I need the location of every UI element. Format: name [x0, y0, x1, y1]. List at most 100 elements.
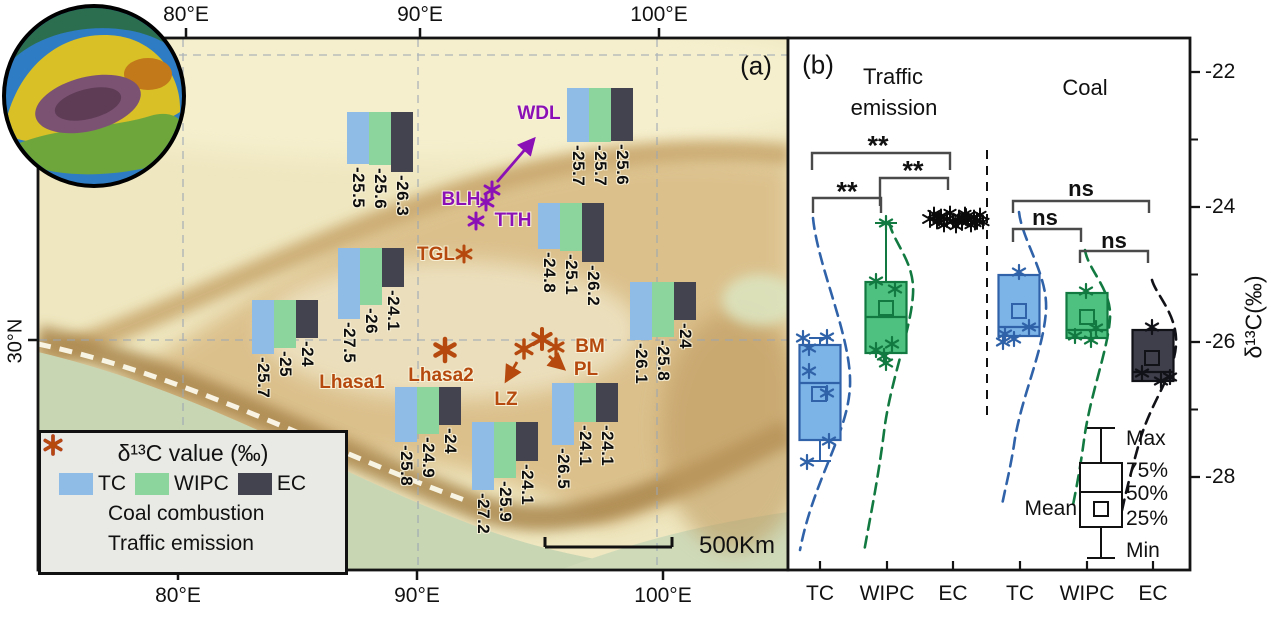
group-title-traffic-line1: Traffic — [863, 64, 923, 89]
map-bar-value: -25.7 — [591, 145, 610, 187]
boxplot-legend-label-75%: 75% — [1126, 459, 1169, 482]
data-point-asterisk — [799, 453, 815, 471]
map-bar-value: -25 — [276, 350, 295, 377]
data-point-asterisk — [878, 214, 894, 232]
boxplot-legend — [1079, 427, 1123, 559]
site-arrow — [495, 136, 536, 183]
x-category-label-0: TC — [806, 582, 834, 605]
map-legend: δ¹³C value (‰) TC WIPC EC Coal combustio… — [38, 430, 348, 575]
map-bar-value: -24.1 — [384, 289, 403, 332]
map-bar-ec — [296, 300, 318, 338]
data-point-asterisk — [1083, 331, 1099, 349]
significance-bracket — [1011, 199, 1151, 213]
map-bar-tc — [395, 387, 417, 443]
significance-label-2: ** — [867, 130, 889, 161]
legend-title: δ¹³C value (‰) — [117, 440, 269, 466]
map-bar-wipc — [369, 112, 391, 166]
data-point-asterisk — [819, 384, 835, 402]
map-top-tick-label-2: 100°E — [630, 3, 688, 26]
mean-square — [1011, 303, 1027, 319]
boxplot-tc — [995, 263, 1041, 351]
snow-ridge — [39, 341, 471, 505]
latitude-tick-label: 30°N — [4, 318, 27, 364]
significance-label-4: ns — [1032, 205, 1058, 230]
data-point-asterisk — [887, 280, 903, 298]
boxplot-legend-label-Min: Min — [1126, 539, 1160, 562]
boxplot-wipc — [864, 214, 908, 372]
y-tick-label--24: -24 — [1205, 195, 1236, 218]
site-label-blh: BLH — [441, 189, 481, 210]
map-bar-tc — [630, 282, 652, 340]
coal-combustion-site-star — [483, 180, 501, 200]
legend-label-wipc: WIPC — [174, 472, 229, 495]
distribution-curve-tc — [1000, 210, 1048, 507]
site-label-tgl: TGL — [417, 244, 455, 265]
boxplot-wipc — [1065, 282, 1109, 349]
data-point-asterisk — [1021, 318, 1037, 336]
x-category-label-3: TC — [1006, 582, 1034, 605]
map-top-tick-label-1: 90°E — [397, 3, 443, 26]
traffic-emission-site-star — [514, 338, 534, 360]
map-bar-value: -24 — [298, 341, 317, 368]
significance-bracket — [810, 151, 952, 170]
legend-traffic-row: Traffic emission — [41, 434, 345, 556]
significance-bracket — [1011, 227, 1083, 242]
panel-b-label: (b) — [802, 49, 834, 80]
legend-label-coal-combustion: Coal combustion — [108, 502, 265, 525]
map-bottom-tick-label-2: 100°E — [634, 584, 692, 607]
map-bar-tc — [472, 422, 494, 491]
data-point-asterisk — [1134, 364, 1150, 382]
traffic-emission-star-icon — [43, 434, 99, 556]
data-point-asterisk — [1006, 330, 1022, 348]
map-bar-value: -26.1 — [632, 342, 651, 385]
map-bar-value: -25.1 — [562, 254, 581, 296]
y-axis-title: δ¹³C(‰) — [1240, 275, 1267, 359]
map-bar-value: -25.7 — [569, 145, 588, 187]
data-point-asterisk — [968, 215, 982, 231]
data-point-asterisk — [1162, 368, 1178, 386]
map-bar-value: -27.2 — [474, 493, 493, 535]
map-bar-ec — [596, 383, 618, 422]
site-arrow — [546, 351, 567, 371]
site-label-bm: BM — [575, 336, 605, 357]
mean-square — [878, 300, 894, 316]
traffic-emission-site-star — [547, 337, 565, 357]
boxplot-ec — [1131, 318, 1178, 390]
data-point-asterisk — [801, 339, 817, 357]
site-arrow — [504, 361, 522, 384]
map-bar-wipc — [589, 88, 611, 143]
significance-label-5: ns — [1101, 228, 1127, 253]
map-bar-value: -25.8 — [654, 340, 673, 382]
legend-label-ec: EC — [276, 472, 307, 495]
map-top-tick-label-0: 80°E — [163, 3, 209, 26]
map-bar-ec — [391, 112, 413, 172]
x-category-label-5: EC — [1138, 582, 1168, 605]
boxplot-legend-label-50%: 50% — [1126, 482, 1169, 505]
significance-label-1: ** — [902, 155, 924, 186]
map-bar-value: -25.7 — [254, 357, 273, 399]
data-point-asterisk — [1078, 282, 1094, 300]
map-bottom-tick-label-0: 80°E — [155, 584, 201, 607]
map-bar-tc — [347, 112, 369, 165]
traffic-emission-site-star — [455, 244, 473, 264]
panel-a-label: (a) — [740, 50, 772, 81]
map-bottom-tick-label-1: 90°E — [394, 584, 440, 607]
mean-square — [1079, 309, 1095, 325]
map-bar-value: -25.9 — [496, 481, 515, 523]
site-label-lhasa2: Lhasa2 — [408, 365, 474, 386]
legend-label-traffic-emission: Traffic emission — [108, 532, 254, 555]
group-title-coal: Coal — [1062, 75, 1108, 100]
map-bar-value: -25.6 — [613, 144, 632, 186]
tc-color-swatch — [59, 473, 93, 495]
site-label-lhasa1: Lhasa1 — [319, 372, 385, 393]
data-point-asterisk — [819, 328, 835, 346]
map-bar-value: -26 — [362, 308, 381, 335]
map-bar-ec — [439, 387, 461, 425]
wipc-color-swatch — [135, 473, 169, 495]
distribution-curve-wipc — [1070, 248, 1112, 512]
traffic-emission-site-star — [433, 336, 457, 364]
map-bar-tc — [552, 383, 574, 445]
data-point-asterisk — [1088, 319, 1104, 337]
data-point-asterisk — [1011, 263, 1027, 281]
